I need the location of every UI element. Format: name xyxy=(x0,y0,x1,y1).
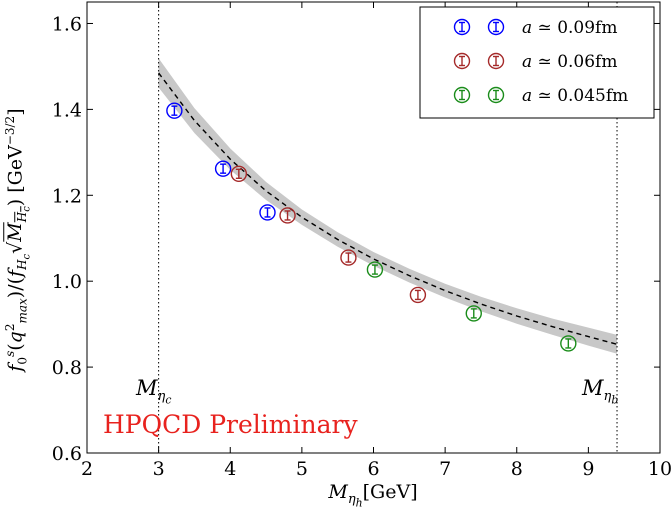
x-tick-label: 5 xyxy=(296,458,308,480)
y-tick-label: 0.8 xyxy=(52,357,82,379)
marker-circle xyxy=(453,52,471,70)
data-points xyxy=(166,102,577,352)
data-point-series-0 xyxy=(259,204,276,221)
x-tick-label: 10 xyxy=(648,458,672,480)
fit-curve xyxy=(158,72,618,345)
y-tick-label: 1.6 xyxy=(52,13,82,35)
marker-circle xyxy=(259,204,276,221)
marker-circle xyxy=(214,160,232,177)
hpqcd-preliminary-label: HPQCD Preliminary xyxy=(103,410,358,439)
marker-circle xyxy=(230,165,248,183)
legend: a ≃ 0.09fm a ≃ 0.06fm a ≃ 0.045fm xyxy=(419,6,655,119)
legend-marker-a xyxy=(453,18,471,36)
legend-label: a ≃ 0.045fm xyxy=(522,86,628,106)
marker-circle xyxy=(487,18,505,36)
label-m-eta-c: Mηc xyxy=(136,376,172,407)
marker-circle xyxy=(453,86,471,104)
mass-marker-lines xyxy=(158,2,618,453)
data-point-series-0 xyxy=(166,102,183,119)
data-point-series-1 xyxy=(230,165,248,183)
error-band-area xyxy=(158,58,617,354)
legend-marker-a xyxy=(453,52,471,70)
legend-label: a ≃ 0.06fm xyxy=(522,52,617,72)
marker-circle xyxy=(487,52,505,70)
legend-label: a ≃ 0.09fm xyxy=(522,18,617,38)
data-point-series-2 xyxy=(560,335,577,352)
marker-circle xyxy=(465,305,482,322)
data-point-series-2 xyxy=(465,305,482,322)
x-tick-label: 9 xyxy=(582,458,594,480)
data-point-series-0 xyxy=(214,160,232,177)
label-m-eta-b: Mηb xyxy=(582,376,619,407)
fit-error-band xyxy=(158,58,617,354)
marker-circle xyxy=(560,335,577,352)
marker-circle xyxy=(487,86,505,104)
legend-marker-a xyxy=(453,86,471,104)
legend-marker-b xyxy=(487,86,505,104)
data-point-series-1 xyxy=(409,286,427,304)
x-axis-title: Mηh[GeV] xyxy=(328,481,418,509)
y-tick-label: 1.2 xyxy=(52,185,82,207)
y-tick-label: 0.6 xyxy=(52,443,82,465)
data-point-series-2 xyxy=(366,261,384,278)
axis-ticks: 2 3 4 5 6 7 8 9 10 0.6 0.8 1.0 1.2 1.4 1.6 xyxy=(52,2,672,480)
y-tick-label: 1.0 xyxy=(52,271,82,293)
data-point-series-1 xyxy=(279,207,296,224)
marker-circle xyxy=(453,18,471,36)
fit-line xyxy=(158,72,618,345)
marker-circle xyxy=(340,249,357,266)
x-tick-label: 2 xyxy=(81,458,93,480)
x-tick-label: 3 xyxy=(153,458,165,480)
x-tick-label: 6 xyxy=(367,458,379,480)
marker-circle xyxy=(166,102,183,119)
marker-circle xyxy=(366,261,384,278)
legend-marker-b xyxy=(487,18,505,36)
marker-circle xyxy=(279,207,296,224)
x-tick-label: 4 xyxy=(224,458,236,480)
legend-marker-b xyxy=(487,52,505,70)
y-axis-title: f0s(q2max)/(fHc√MHc) [GeV−3/2] xyxy=(3,108,33,372)
x-tick-label: 8 xyxy=(511,458,523,480)
data-point-series-1 xyxy=(340,249,357,266)
marker-circle xyxy=(409,286,427,304)
x-tick-label: 7 xyxy=(439,458,451,480)
y-tick-label: 1.4 xyxy=(52,99,82,121)
